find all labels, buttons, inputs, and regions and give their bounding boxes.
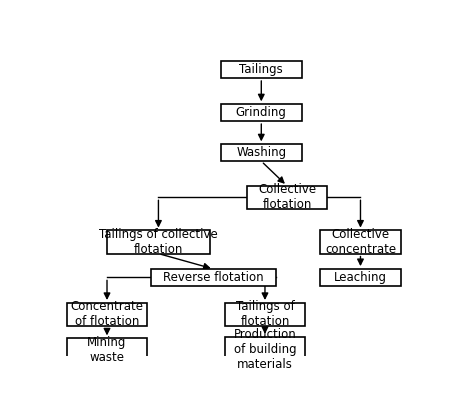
FancyBboxPatch shape — [221, 104, 301, 121]
Text: Reverse flotation: Reverse flotation — [163, 271, 264, 284]
FancyBboxPatch shape — [320, 230, 401, 254]
FancyBboxPatch shape — [151, 269, 276, 286]
FancyBboxPatch shape — [225, 303, 305, 326]
Text: Tailings of collective
flotation: Tailings of collective flotation — [99, 228, 218, 256]
Text: Washing: Washing — [236, 146, 286, 159]
FancyBboxPatch shape — [246, 186, 328, 209]
Text: Concentrate
of flotation: Concentrate of flotation — [71, 300, 144, 328]
Text: Leaching: Leaching — [334, 271, 387, 284]
FancyBboxPatch shape — [320, 269, 401, 286]
Text: Production
of building
materials: Production of building materials — [234, 328, 296, 371]
FancyBboxPatch shape — [225, 337, 305, 363]
Text: Collective
concentrate: Collective concentrate — [325, 228, 396, 256]
Text: Tailings of
flotation: Tailings of flotation — [236, 300, 294, 328]
FancyBboxPatch shape — [66, 338, 147, 361]
Text: Mining
waste: Mining waste — [87, 336, 127, 364]
Text: Collective
flotation: Collective flotation — [258, 183, 316, 211]
FancyBboxPatch shape — [221, 61, 301, 78]
Text: Grinding: Grinding — [236, 106, 287, 119]
FancyBboxPatch shape — [221, 144, 301, 161]
Text: Tailings: Tailings — [239, 63, 283, 76]
FancyBboxPatch shape — [66, 303, 147, 326]
FancyBboxPatch shape — [107, 230, 210, 254]
